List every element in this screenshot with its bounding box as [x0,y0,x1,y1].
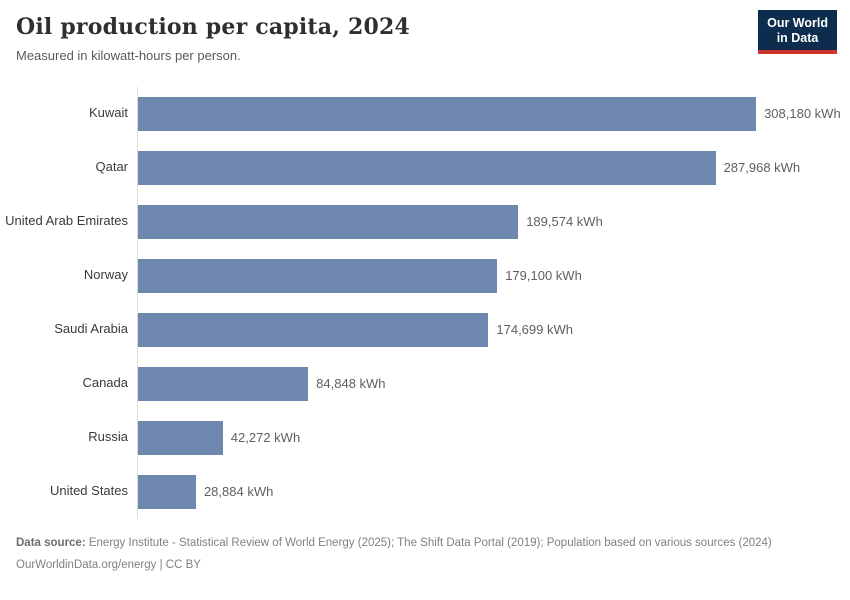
bar[interactable] [138,258,498,293]
category-label: Canada [82,375,128,391]
data-source-text: Energy Institute - Statistical Review of… [85,536,772,549]
owid-logo-line1: Our World [767,16,828,30]
data-source-label: Data source: [16,536,86,549]
bar-track: 179,100 kWh [137,248,850,303]
chart-header: Oil production per capita, 2024 Measured… [0,0,850,65]
bar-row: United Arab Emirates 189,574 kWh [0,194,850,249]
value-label: 84,848 kWh [316,376,386,392]
value-label: 189,574 kWh [526,214,603,230]
category-label: United States [49,483,128,499]
bar[interactable] [138,150,716,185]
bar-rows: Kuwait 308,180 kWh Qatar 287,968 kWh Uni… [0,86,850,519]
bar[interactable] [138,366,309,401]
bar-track: 42,272 kWh [137,410,850,465]
bar[interactable] [138,204,519,239]
value-label: 28,884 kWh [203,484,274,500]
value-label: 308,180 kWh [764,106,841,122]
bar-row: Qatar 287,968 kWh [0,140,850,195]
value-label: 179,100 kWh [505,268,582,284]
category-label: Kuwait [88,105,128,121]
bar-track: 287,968 kWh [137,140,850,195]
owid-logo[interactable]: Our World in Data [758,10,837,54]
bar-row: United States 28,884 kWh [0,464,850,519]
bar-track: 174,699 kWh [137,302,850,357]
bar-row: Canada 84,848 kWh [0,356,850,411]
category-label: United Arab Emirates [5,213,128,229]
owid-logo-line2: in Data [776,30,819,45]
bar-track: 84,848 kWh [137,356,850,411]
chart-subtitle: Measured in kilowatt-hours per person. [16,47,241,63]
bar[interactable] [138,474,196,509]
category-label: Qatar [95,159,128,175]
bar-track: 308,180 kWh [137,86,850,141]
bar[interactable] [138,312,489,347]
bar-track: 28,884 kWh [137,464,850,519]
value-label: 287,968 kWh [723,160,801,176]
category-label: Saudi Arabia [54,321,128,337]
bar-row: Norway 179,100 kWh [0,248,850,303]
value-label: 42,272 kWh [230,430,301,446]
data-source-line: Data source: Energy Institute - Statisti… [16,535,834,552]
bar-track: 189,574 kWh [137,194,850,249]
chart-footer: Data source: Energy Institute - Statisti… [0,519,850,575]
bar-row: Russia 42,272 kWh [0,410,850,465]
bar[interactable] [138,96,757,131]
category-label: Norway [83,267,128,283]
page-title: Oil production per capita, 2024 [16,14,410,40]
bar[interactable] [138,420,223,455]
category-label: Russia [88,429,128,445]
bar-row: Kuwait 308,180 kWh [0,86,850,141]
bar-row: Saudi Arabia 174,699 kWh [0,302,850,357]
bar-chart: Kuwait 308,180 kWh Qatar 287,968 kWh Uni… [0,86,850,519]
value-label: 174,699 kWh [496,322,573,338]
citation-link[interactable]: OurWorldinData.org/energy | CC BY [16,558,201,571]
